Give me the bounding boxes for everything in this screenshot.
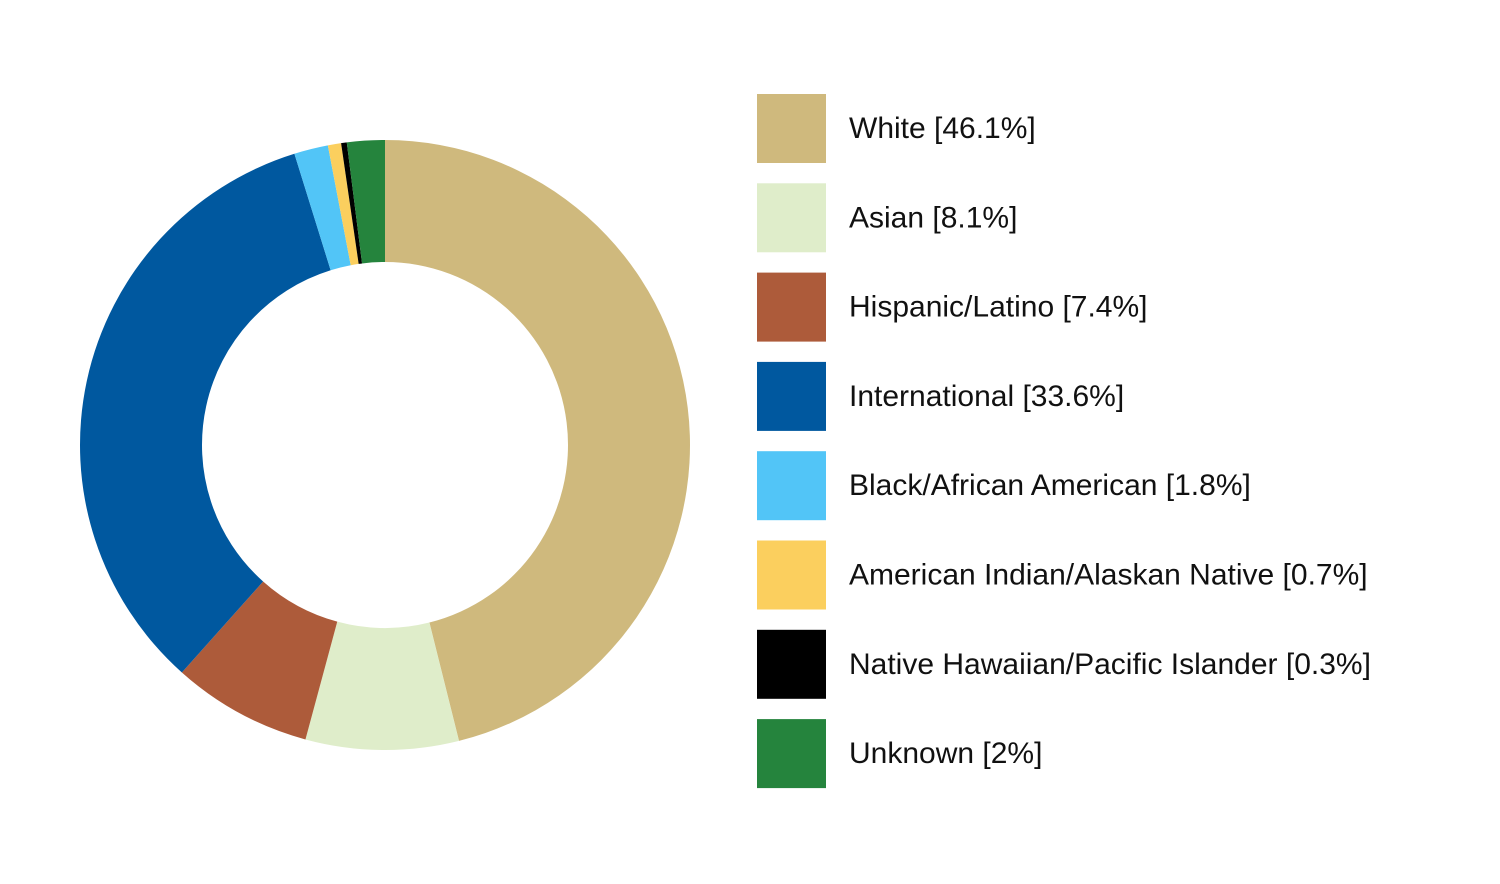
slice-4 (294, 145, 351, 271)
legend-swatch-1 (757, 183, 826, 253)
slice-1 (305, 621, 459, 750)
legend: White [46.1%] Asian [8.1%] Hispanic/Latino… (757, 94, 1371, 789)
legend-label-7: Unknown [2%] (849, 737, 1042, 770)
legend-swatch-7 (757, 719, 826, 789)
legend-swatch-6 (757, 629, 826, 699)
legend-swatch-4 (757, 451, 826, 521)
legend-swatch-5 (757, 540, 826, 610)
slice-2 (181, 581, 338, 740)
legend-label-3: International [33.6%] (849, 380, 1124, 413)
donut-slices (79, 140, 690, 750)
legend-swatch-0 (757, 94, 826, 163)
legend-swatch-3 (757, 361, 826, 431)
legend-label-2: Hispanic/Latino [7.4%] (849, 291, 1148, 324)
legend-label-4: Black/African American [1.8%] (849, 469, 1251, 502)
slice-6 (341, 142, 363, 264)
legend-label-1: Asian [8.1%] (849, 201, 1017, 234)
legend-label-5: American Indian/Alaskan Native [0.7%] (849, 559, 1368, 592)
slice-0 (385, 140, 690, 741)
slice-3 (79, 153, 331, 673)
legend-label-0: White [46.1%] (849, 112, 1036, 145)
slice-7 (346, 140, 385, 264)
legend-label-6: Native Hawaiian/Pacific Islander [0.3%] (849, 648, 1371, 681)
legend-swatch-2 (757, 272, 826, 342)
slice-5 (327, 143, 359, 266)
